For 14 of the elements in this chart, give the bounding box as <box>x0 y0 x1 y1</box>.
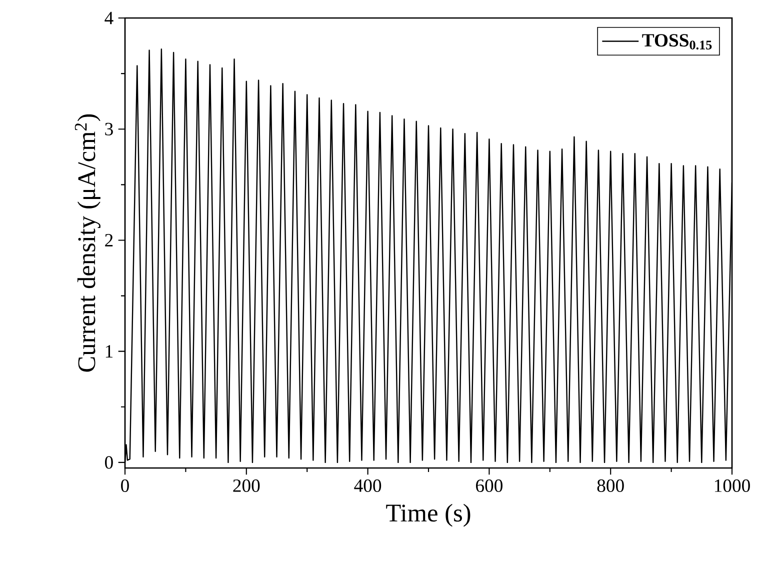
x-axis-title: Time (s) <box>386 504 470 527</box>
x-tick-label: 600 <box>476 479 502 492</box>
x-tick-label: 0 <box>121 479 129 492</box>
y-tick-label: 0 <box>105 456 113 469</box>
y-axis-title: Current density (μA/cm$^{2}$) <box>74 114 100 372</box>
y-tick-label: 2 <box>105 234 113 246</box>
x-tick-label: 200 <box>233 479 260 492</box>
y-tick-label: 3 <box>105 122 113 136</box>
y-tick-label: 4 <box>104 12 114 24</box>
y-tick-label: 1 <box>106 345 113 358</box>
x-tick-label: 1000 <box>714 479 750 492</box>
legend-label: TOSS$_{0.15}$ <box>642 34 712 50</box>
x-tick-label: 400 <box>354 479 382 492</box>
x-tick-label: 800 <box>597 479 624 492</box>
